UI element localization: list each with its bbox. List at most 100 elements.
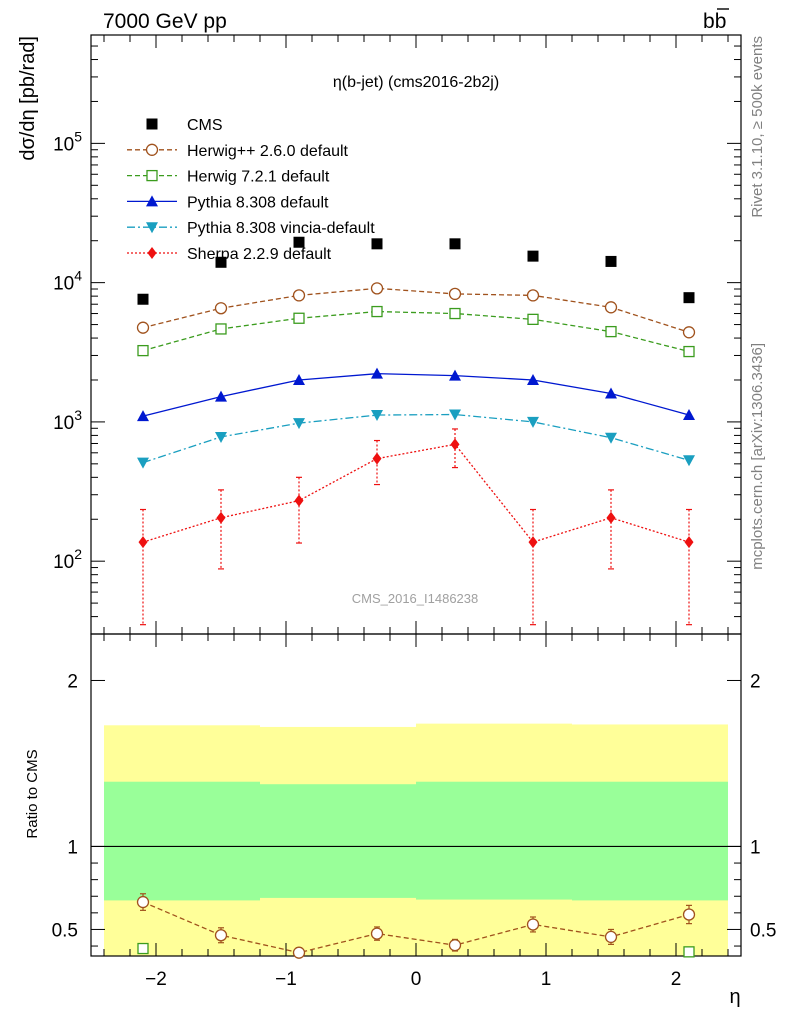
- data-point: [682, 326, 696, 339]
- data-point: [372, 452, 382, 465]
- y-tick-exponent: 2: [74, 546, 82, 562]
- x-tick-label: 0: [411, 969, 422, 990]
- legend-marker: [147, 247, 157, 259]
- series-1: [136, 282, 696, 339]
- y-tick-exponent: 3: [74, 407, 82, 423]
- ratio-point: [682, 908, 696, 921]
- legend-marker: [146, 222, 158, 234]
- x-tick-label: 1: [541, 969, 552, 990]
- data-point: [293, 312, 305, 324]
- legend-marker: [145, 143, 159, 156]
- data-point: [370, 282, 384, 295]
- data-point: [683, 292, 695, 304]
- legend-label: Pythia 8.308 default: [187, 194, 329, 211]
- data-point: [528, 536, 538, 549]
- y-tick-label: 105: [53, 128, 82, 155]
- watermark-analysis-id: CMS_2016_I1486238: [352, 591, 479, 606]
- data-point: [605, 255, 617, 267]
- x-tick-label: −1: [275, 969, 297, 990]
- data-point: [371, 410, 383, 422]
- data-point: [606, 511, 616, 524]
- ratio-tick-label-left: 0.5: [52, 920, 78, 941]
- series-4: [137, 409, 695, 469]
- x-axis-label: η: [729, 986, 740, 1008]
- header-energy-label: 7000 GeV pp: [103, 10, 227, 33]
- x-tick-label: −2: [145, 969, 167, 990]
- data-point: [136, 321, 150, 334]
- data-point: [605, 387, 617, 399]
- side-label-mcplots: mcplots.cern.ch [arXiv:1306.3436]: [749, 343, 766, 570]
- data-point: [683, 455, 695, 467]
- data-point: [215, 323, 227, 335]
- data-point: [527, 373, 539, 385]
- data-point: [604, 301, 618, 314]
- ratio-tick-label-right: 0.5: [750, 920, 776, 941]
- data-point: [605, 325, 617, 338]
- ratio-line: [142, 901, 690, 954]
- data-point: [215, 390, 227, 402]
- ratio-point: [448, 939, 462, 952]
- data-point: [527, 313, 539, 326]
- legend-label: CMS: [187, 117, 223, 134]
- y-axis-label-ratio: Ratio to CMS: [24, 749, 41, 838]
- data-point: [216, 511, 226, 524]
- data-point: [138, 536, 148, 549]
- ratio-point: [137, 942, 149, 955]
- data-point: [137, 344, 149, 357]
- ratio-layer: [136, 893, 696, 959]
- data-point: [450, 438, 460, 451]
- data-point: [683, 409, 695, 421]
- data-point: [371, 238, 383, 250]
- series-layer: [136, 236, 696, 626]
- data-point: [137, 457, 149, 469]
- legend-label: Sherpa 2.2.9 default: [187, 246, 332, 263]
- data-point: [448, 287, 462, 301]
- ratio-point: [214, 929, 228, 942]
- header-process-bbar: b: [715, 10, 727, 33]
- ratio-point: [683, 946, 695, 958]
- series-5: [138, 428, 694, 626]
- legend-label: Herwig 7.2.1 default: [187, 169, 330, 186]
- data-point: [527, 250, 539, 262]
- legend-marker: [146, 118, 158, 130]
- y-tick-base: 10: [53, 413, 74, 434]
- ratio-band-inner: [416, 781, 572, 900]
- ratio-tick-label-left: 2: [67, 671, 78, 692]
- ratio-series-2: [137, 942, 695, 958]
- legend-label: Herwig++ 2.6.0 default: [187, 143, 349, 160]
- ratio-point: [136, 895, 150, 909]
- ratio-band-inner: [260, 784, 416, 898]
- ratio-point: [292, 946, 306, 959]
- data-point: [215, 256, 227, 268]
- series-3: [137, 367, 695, 422]
- series-line: [142, 413, 690, 464]
- data-point: [605, 432, 617, 444]
- y-tick-base: 10: [53, 552, 74, 573]
- y-tick-base: 10: [53, 134, 74, 155]
- ratio-tick-label-left: 1: [67, 837, 78, 858]
- ratio-band-inner: [572, 781, 728, 901]
- ratio-band-inner: [104, 781, 260, 901]
- series-2: [137, 305, 695, 358]
- data-point: [684, 536, 694, 549]
- data-point: [293, 236, 305, 248]
- data-point: [683, 345, 695, 358]
- data-point: [215, 431, 227, 443]
- series-line: [142, 443, 690, 543]
- data-point: [449, 409, 461, 421]
- data-point: [449, 238, 461, 250]
- plot-title: η(b-jet) (cms2016-2b2j): [333, 74, 499, 91]
- data-point: [371, 367, 383, 379]
- data-point: [449, 307, 461, 320]
- ratio-tick-label-right: 2: [750, 671, 761, 692]
- ratio-tick-label-right: 1: [750, 837, 761, 858]
- y-tick-exponent: 4: [74, 268, 82, 284]
- series-0: [137, 236, 695, 305]
- y-tick-base: 10: [53, 274, 74, 295]
- data-point: [526, 289, 540, 302]
- data-point: [527, 416, 539, 428]
- y-axis-label-main: dσ/dη [pb/rad]: [17, 36, 39, 161]
- y-tick-label: 102: [53, 546, 82, 573]
- data-point: [137, 293, 149, 305]
